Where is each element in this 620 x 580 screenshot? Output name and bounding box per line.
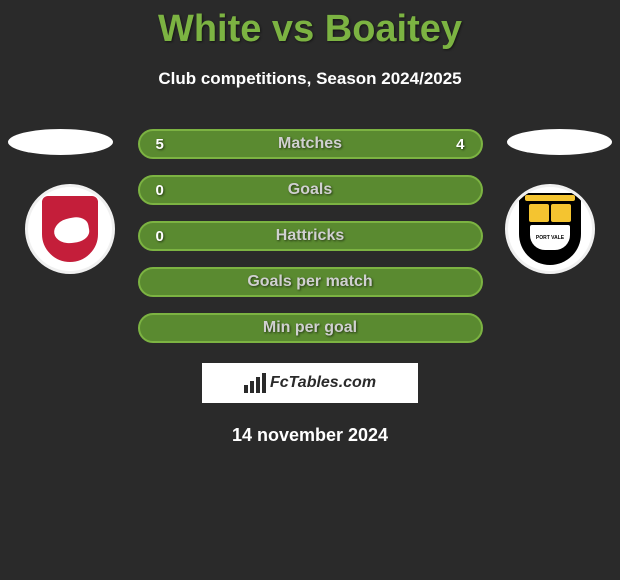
stat-label: Goals — [288, 181, 332, 199]
stat-label: Matches — [278, 135, 342, 153]
stat-value-right: 4 — [456, 136, 464, 153]
stat-label: Min per goal — [263, 319, 357, 337]
competition-subtitle: Club competitions, Season 2024/2025 — [0, 69, 620, 89]
stat-row-goals: 0 Goals — [138, 175, 483, 205]
fctables-link[interactable]: FcTables.com — [202, 363, 418, 403]
comparison-title: White vs Boaitey — [0, 0, 620, 51]
stat-value-left: 0 — [156, 182, 164, 199]
stat-value-left: 5 — [156, 136, 164, 153]
stat-row-min-per-goal: Min per goal — [138, 313, 483, 343]
stat-row-goals-per-match: Goals per match — [138, 267, 483, 297]
portvale-badge-icon: PORT VALE — [505, 184, 595, 274]
team-badge-right: PORT VALE — [505, 184, 595, 274]
date-text: 14 november 2024 — [0, 425, 620, 446]
stat-value-left: 0 — [156, 228, 164, 245]
fctables-logo-icon — [244, 373, 266, 393]
stats-container: 5 Matches 4 0 Goals 0 Hattricks Goals pe… — [138, 129, 483, 343]
team-badge-left: MORECAMBE FC — [25, 184, 115, 274]
stat-row-hattricks: 0 Hattricks — [138, 221, 483, 251]
player-avatar-right — [507, 129, 612, 155]
morecambe-badge-icon: MORECAMBE FC — [25, 184, 115, 274]
stat-row-matches: 5 Matches 4 — [138, 129, 483, 159]
fctables-brand-text: FcTables.com — [270, 374, 376, 392]
stat-label: Hattricks — [276, 227, 344, 245]
player-avatar-left — [8, 129, 113, 155]
stat-label: Goals per match — [247, 273, 372, 291]
main-content: MORECAMBE FC PORT VALE 5 Matches 4 0 — [0, 129, 620, 446]
